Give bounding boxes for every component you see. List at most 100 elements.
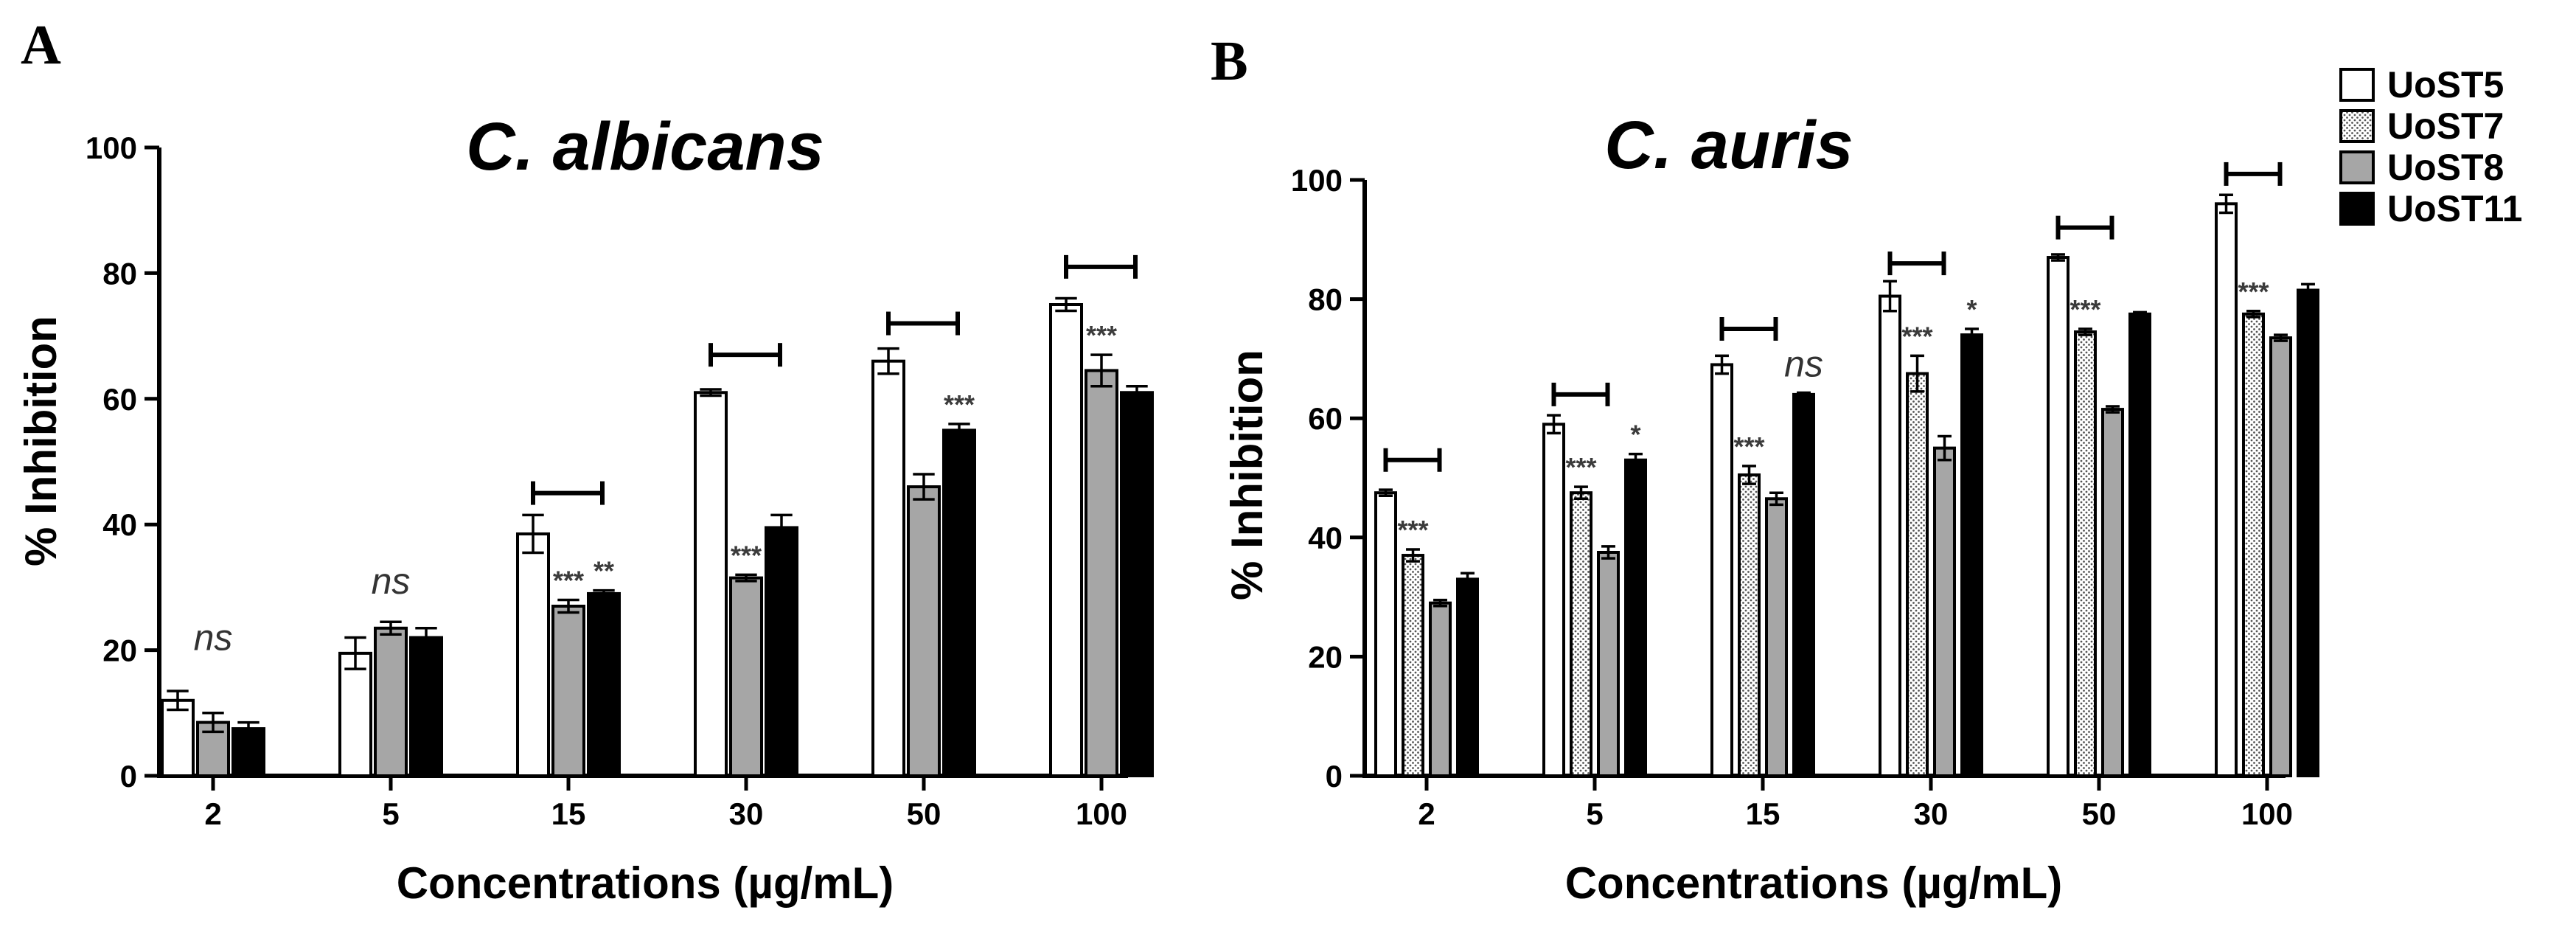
bar-uost11 xyxy=(1624,458,1647,777)
significance-stars: *** xyxy=(2238,277,2269,307)
y-tick-label: 40 xyxy=(1308,521,1343,555)
bar-uost7 xyxy=(1738,473,1761,778)
bar-uost11 xyxy=(942,428,976,778)
bar-uost11 xyxy=(587,591,621,777)
x-tick-label: 2 xyxy=(1418,796,1435,831)
bar-uost11 xyxy=(1456,577,1479,777)
significance-stars: *** xyxy=(944,389,975,420)
significance-stars: *** xyxy=(1733,431,1764,462)
bar-uost8 xyxy=(1765,497,1788,778)
legend-label-uost8: UoST8 xyxy=(2387,147,2504,188)
y-tick-label: 100 xyxy=(86,131,137,165)
y-tick-label: 0 xyxy=(1326,759,1343,794)
bar-uost5 xyxy=(161,698,195,778)
bar-uost11 xyxy=(765,526,798,778)
bar-uost8 xyxy=(1085,369,1118,777)
significance-stars: * xyxy=(1966,294,1977,324)
significance-stars: * xyxy=(1630,420,1640,450)
bar-uost8 xyxy=(1933,446,1956,777)
significance-stars: *** xyxy=(2069,294,2100,324)
bar-uost11 xyxy=(2128,312,2151,777)
x-tick-label: 2 xyxy=(204,796,221,831)
significance-ns: ns xyxy=(372,560,411,602)
chart-panel-b: C. auris % Inhibition Concentrations (µg… xyxy=(1222,108,2319,908)
bar-uost7 xyxy=(1570,491,1592,777)
bar-uost5 xyxy=(1542,423,1565,778)
bar-uost11 xyxy=(409,636,443,777)
bar-uost8 xyxy=(374,626,408,778)
significance-stars: *** xyxy=(553,565,584,595)
y-tick-label: 20 xyxy=(102,633,137,668)
x-tick-label: 30 xyxy=(729,796,764,831)
bar-uost8 xyxy=(551,604,585,778)
x-tick-label: 15 xyxy=(551,796,586,831)
x-axis-label: Concentrations (µg/mL) xyxy=(1565,858,2063,908)
bar-uost11 xyxy=(1120,391,1154,777)
y-tick-label: 60 xyxy=(1308,401,1343,436)
bar-uost8 xyxy=(2101,408,2124,778)
bar-uost11 xyxy=(1792,392,1815,777)
y-tick-label: 40 xyxy=(102,507,137,542)
chart-title: C. auris xyxy=(1604,108,1853,183)
y-tick-label: 80 xyxy=(102,256,137,291)
bar-uost7 xyxy=(1402,554,1424,777)
bar-uost5 xyxy=(694,391,728,777)
bar-uost5 xyxy=(2215,202,2238,777)
y-axis-label: % Inhibition xyxy=(16,316,66,566)
x-tick-label: 5 xyxy=(1586,796,1603,831)
legend-swatch-uost5 xyxy=(2339,68,2375,102)
bar-uost11 xyxy=(2297,288,2319,778)
legend-label-uost5: UoST5 xyxy=(2387,64,2504,105)
chart-title: C. albicans xyxy=(466,109,824,184)
y-tick-label: 60 xyxy=(102,382,137,417)
y-tick-label: 0 xyxy=(120,759,137,794)
significance-stars: *** xyxy=(731,540,762,570)
significance-ns: ns xyxy=(194,617,233,659)
significance-stars: *** xyxy=(1901,321,1932,351)
significance-ns: ns xyxy=(1784,344,1823,385)
bar-uost5 xyxy=(871,359,905,777)
x-axis-label: Concentrations (µg/mL) xyxy=(397,858,894,908)
bar-uost5 xyxy=(1710,363,1733,778)
legend-label-uost11: UoST11 xyxy=(2387,188,2522,229)
bar-uost11 xyxy=(1960,333,1983,777)
y-tick-label: 100 xyxy=(1291,163,1343,198)
bar-uost5 xyxy=(1879,294,1901,777)
legend-swatch-uost11 xyxy=(2339,192,2375,226)
x-tick-label: 100 xyxy=(1076,796,1127,831)
x-tick-label: 15 xyxy=(1746,796,1780,831)
y-tick-label: 80 xyxy=(1308,282,1343,317)
x-tick-label: 100 xyxy=(2241,796,2293,831)
x-tick-label: 50 xyxy=(907,796,941,831)
bar-uost7 xyxy=(2242,312,2265,777)
x-tick-label: 5 xyxy=(382,796,399,831)
panel-label-a: A xyxy=(21,14,61,76)
x-tick-label: 30 xyxy=(1914,796,1949,831)
bar-uost7 xyxy=(2074,330,2097,778)
bar-uost5 xyxy=(516,532,550,777)
bar-uost5 xyxy=(1374,491,1397,777)
significance-stars: ** xyxy=(593,556,614,586)
panel-label-b: B xyxy=(1211,30,1248,92)
significance-stars: *** xyxy=(1086,320,1117,350)
legend-label-uost7: UoST7 xyxy=(2387,105,2504,147)
y-axis-label: % Inhibition xyxy=(1222,350,1272,600)
significance-stars: *** xyxy=(1565,452,1596,482)
bar-uost7 xyxy=(1906,372,1929,778)
bar-uost5 xyxy=(1049,303,1083,777)
chart-panel-a: C. albicans % Inhibition Concentrations … xyxy=(16,109,1154,908)
significance-stars: *** xyxy=(1397,515,1428,545)
x-tick-label: 50 xyxy=(2082,796,2117,831)
bar-uost8 xyxy=(907,485,941,778)
y-tick-label: 20 xyxy=(1308,639,1343,674)
bar-uost8 xyxy=(2269,336,2292,777)
bar-uost8 xyxy=(729,576,763,777)
bar-uost5 xyxy=(2047,256,2069,778)
bar-uost5 xyxy=(338,651,372,777)
legend-swatch-uost7 xyxy=(2339,109,2375,143)
legend-swatch-uost8 xyxy=(2339,150,2375,184)
bar-uost8 xyxy=(1597,551,1620,777)
bar-uost8 xyxy=(1429,601,1452,777)
